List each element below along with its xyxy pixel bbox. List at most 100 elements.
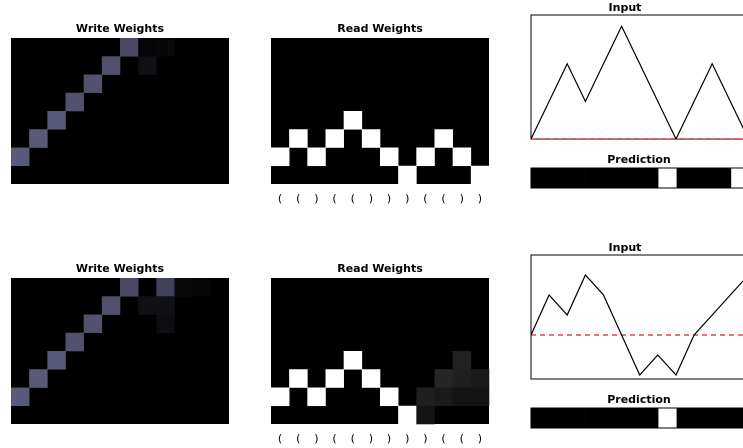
prediction-cell	[694, 408, 714, 428]
prediction-cell	[713, 408, 732, 428]
heatmap-cell	[361, 129, 381, 148]
x-tick-label: )	[314, 192, 318, 205]
prediction-cell	[585, 408, 605, 428]
x-tick-label: )	[387, 192, 391, 205]
heatmap-write-weights	[11, 278, 229, 424]
heatmap-cell	[138, 38, 157, 57]
heatmap-cell	[416, 387, 435, 407]
heatmap-cell	[11, 387, 30, 407]
heatmap-cell	[138, 56, 157, 75]
heatmap-cell	[470, 369, 490, 388]
prediction-cell	[731, 168, 743, 188]
heatmap-cell	[380, 147, 399, 167]
prediction-strip	[530, 407, 743, 429]
x-tick-label: (	[351, 192, 355, 205]
prediction-cell	[640, 408, 659, 428]
x-tick-label: )	[423, 432, 427, 445]
heatmap-cell	[83, 74, 103, 94]
heatmap-read-weights	[271, 38, 490, 185]
x-tick-label: (	[278, 192, 282, 205]
prediction-cell	[731, 408, 743, 428]
heatmap-cell	[452, 369, 472, 388]
chart-title: Write Weights	[76, 262, 165, 275]
heatmap-cell	[289, 369, 308, 388]
prediction-cell	[549, 168, 568, 188]
heatmap-cell	[11, 147, 30, 167]
heatmap-cell	[156, 314, 175, 334]
heatmap-cell	[65, 92, 84, 112]
plot-frame	[530, 254, 743, 380]
x-tick-label: (	[278, 432, 282, 445]
prediction-cell	[658, 408, 677, 428]
chart-title: Write Weights	[76, 22, 165, 35]
heatmap-cell	[83, 314, 103, 334]
heatmap-cell	[325, 369, 344, 388]
heatmap-cell	[434, 387, 453, 407]
x-tick-label: )	[387, 432, 391, 445]
heatmap-cell	[470, 165, 490, 185]
heatmap-cell	[416, 405, 435, 425]
heatmap-cell	[307, 147, 326, 167]
prediction-cell	[622, 408, 641, 428]
x-tick-label: (	[332, 432, 336, 445]
prediction-cell	[622, 168, 641, 188]
heatmap-cell	[434, 129, 453, 148]
heatmap-cell	[289, 129, 308, 148]
heatmap-cell	[452, 387, 472, 407]
heatmap-cell	[470, 387, 490, 407]
plot-frame	[530, 14, 743, 140]
heatmap-cell	[325, 129, 344, 148]
heatmap-cell	[452, 351, 472, 370]
heatmap-cell	[380, 387, 399, 407]
prediction-cell	[658, 168, 677, 188]
heatmap-cell	[29, 129, 48, 148]
x-tick-label: (	[296, 432, 300, 445]
heatmap-cell	[65, 332, 84, 352]
prediction-cell	[585, 168, 605, 188]
heatmap-cell	[343, 111, 363, 130]
x-tick-label: (	[441, 432, 445, 445]
chart-title: Read Weights	[337, 262, 423, 275]
x-tick-label: (	[332, 192, 336, 205]
prediction-cell	[531, 408, 550, 428]
prediction-cell	[531, 168, 550, 188]
heatmap-cell	[120, 38, 139, 57]
x-tick-label: )	[369, 192, 373, 205]
x-tick-label: )	[460, 192, 464, 205]
heatmap-cell	[307, 387, 326, 407]
heatmap-cell	[156, 296, 175, 315]
heatmap-cell	[29, 369, 48, 388]
x-tick-label: )	[314, 432, 318, 445]
x-tick-label: (	[441, 192, 445, 205]
heatmap-cell	[192, 278, 212, 297]
x-tick-label: )	[478, 432, 482, 445]
prediction-cell	[603, 408, 623, 428]
heatmap-write-weights	[11, 38, 229, 184]
chart-title: Input	[609, 241, 642, 254]
x-tick-label: )	[405, 432, 409, 445]
prediction-cell	[603, 168, 623, 188]
heatmap-cell	[156, 38, 175, 57]
heatmap-cell	[174, 278, 193, 297]
series-line	[531, 273, 743, 377]
heatmap-cell	[416, 147, 435, 167]
heatmap-cell	[398, 405, 417, 425]
heatmap-cell	[101, 56, 121, 75]
heatmap-read-weights	[271, 278, 490, 425]
heatmap-cell	[47, 351, 66, 370]
prediction-cell	[567, 408, 586, 428]
chart-title: Prediction	[607, 153, 671, 166]
heatmap-cell	[101, 296, 121, 315]
heatmap-cell	[398, 165, 417, 185]
chart-title: Read Weights	[337, 22, 423, 35]
prediction-cell	[676, 168, 696, 188]
heatmap-cell	[156, 278, 175, 297]
heatmap-cell	[271, 147, 290, 167]
chart-title: Prediction	[607, 393, 671, 406]
x-tick-label: (	[296, 192, 300, 205]
prediction-frame	[530, 167, 743, 189]
line-plot-input	[530, 254, 743, 380]
x-tick-label: )	[405, 192, 409, 205]
prediction-cell	[567, 168, 586, 188]
